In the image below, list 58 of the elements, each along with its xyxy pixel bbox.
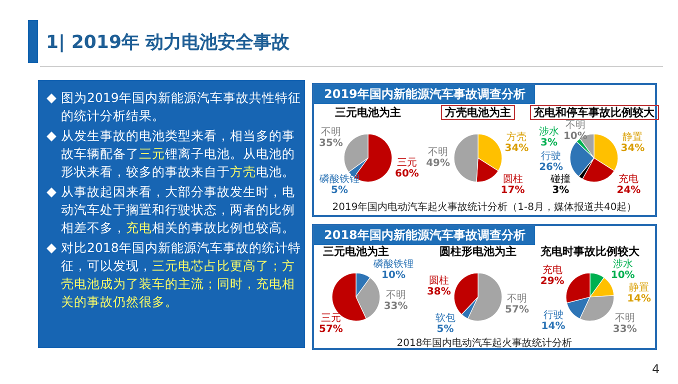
- slice-label: 静置: [629, 281, 650, 294]
- text-panel: 图为2019年国内新能源汽车事故共性特征的统计分析结果。 从发生事故的电池类型来看，相当多的事故车辆配备了三元锂离子电池。从电池的形状来看，较多的事故来自于方壳电池。 从事故起因来看，大部分事故发生时，电动汽车处于搁置和行驶状态，两者的比例相差不多，充电相关的事故比例也较高。 对比2018年国内新能源汽车事故的统计特征，可以发现，三元电芯占比更高了；方壳电池成为了装车的主流；同时，充电相关的事故仍然很多。: [38, 80, 305, 348]
- data-label: 57%: [319, 324, 343, 335]
- slice-label: 静置: [622, 131, 643, 144]
- slice-label: 软包: [435, 312, 456, 324]
- data-label: 35%: [319, 138, 343, 149]
- data-label: 57%: [505, 304, 529, 316]
- text: 1| 2019年 动力电池安全事故: [46, 31, 290, 54]
- slice-label: 不明: [614, 313, 635, 324]
- text: 2018年国内电动汽车起火事故统计分析: [396, 336, 574, 350]
- data-label: 10%: [382, 270, 406, 281]
- data-label: 14%: [541, 320, 566, 332]
- chart-title: 充电和停车事故比例较大: [530, 105, 658, 120]
- slice-label: 圆柱: [428, 274, 449, 286]
- slice-label: 涉水: [539, 125, 559, 138]
- data-label: 5%: [331, 185, 348, 196]
- slice-label: 不明: [565, 120, 586, 131]
- data-label: 17%: [500, 185, 525, 196]
- slice-label: 碰撞: [550, 173, 571, 185]
- chart-title: 圆柱形电池为主: [438, 245, 518, 258]
- chart-subtitle: 2019年国内新能源汽车事故调查分析: [314, 85, 536, 104]
- slice-label: 不明: [507, 294, 528, 305]
- slice-label: 三元: [396, 158, 417, 169]
- data-label: 29%: [540, 276, 564, 288]
- data-label: 34%: [504, 143, 529, 154]
- chart-title: 方壳电池为主: [441, 105, 515, 120]
- data-label: 14%: [627, 293, 651, 304]
- text: 2019年国内电动汽车起火事故统计分析（1-8月，媒体报道共40起）: [331, 200, 638, 214]
- slice-label: 方壳: [506, 131, 527, 144]
- slice-label: 充电: [542, 264, 562, 276]
- data-label: 34%: [620, 143, 645, 154]
- data-label: 10%: [610, 270, 635, 281]
- slice-label: 充电: [618, 173, 639, 185]
- slice-label: 不明: [428, 147, 448, 158]
- chart-title: 充电时事故比例较大: [540, 245, 640, 258]
- text: 4: [652, 362, 660, 376]
- data-label: 3%: [540, 137, 558, 148]
- chart-subtitle: 2018年国内新能源汽车事故调查分析: [314, 226, 536, 245]
- slice-label: 三元: [320, 313, 341, 324]
- data-label: 24%: [616, 185, 641, 196]
- data-label: 5%: [436, 324, 454, 335]
- data-label: 26%: [539, 162, 564, 174]
- data-label: 33%: [612, 324, 637, 335]
- slice-label: 磷酸铁锂: [372, 258, 414, 270]
- slice-label: 圆柱: [502, 173, 523, 185]
- slice-label: 不明: [386, 290, 406, 301]
- chart-title: 三元电池为主: [322, 245, 390, 258]
- slice-label: 行驶: [543, 308, 564, 321]
- data-label: 49%: [426, 158, 450, 170]
- slice-label: 行驶: [541, 150, 562, 162]
- data-label: 10%: [563, 131, 588, 142]
- data-label: 38%: [426, 286, 451, 298]
- chart-title: 三元电池为主: [334, 106, 402, 119]
- slice-label: 涉水: [612, 258, 633, 270]
- data-label: 60%: [395, 168, 419, 180]
- data-label: 3%: [552, 185, 570, 196]
- slice-label: 不明: [320, 126, 341, 138]
- data-label: 33%: [384, 300, 408, 312]
